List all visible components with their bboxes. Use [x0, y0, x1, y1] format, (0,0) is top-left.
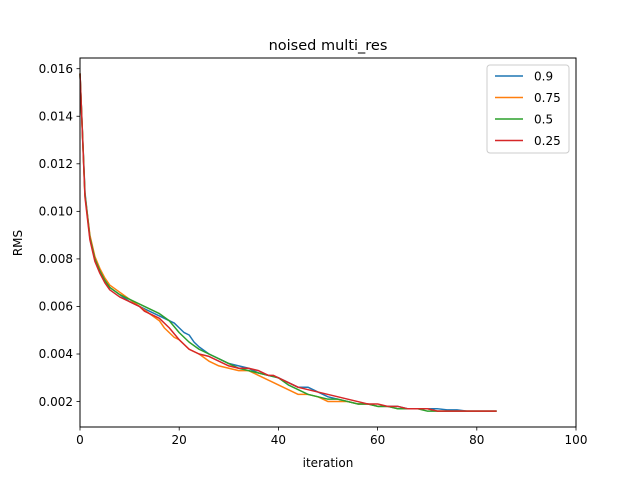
legend-label-3: 0.25: [534, 134, 561, 148]
x-tick-label: 0: [76, 433, 84, 447]
series-line-3: [79, 73, 497, 412]
legend-box: [486, 64, 570, 154]
chart-title: noised multi_res: [269, 38, 388, 54]
x-tick-label: 100: [565, 433, 588, 447]
y-axis-ticks: 0.002 0.004 0.006 0.008 0.010 0.012 0.014 0.016: [39, 62, 80, 409]
y-tick-label: 0.008: [39, 252, 73, 266]
y-axis-label: RMS: [11, 230, 25, 256]
y-tick-label: 0.006: [39, 300, 73, 314]
y-tick-label: 0.016: [39, 62, 73, 76]
x-axis-label: iteration: [303, 456, 354, 470]
legend-label-0: 0.9: [534, 70, 553, 84]
x-tick-label: 60: [370, 433, 385, 447]
y-tick-label: 0.014: [39, 109, 73, 123]
y-tick-label: 0.010: [39, 205, 73, 219]
x-tick-label: 80: [469, 433, 484, 447]
y-tick-label: 0.012: [39, 157, 73, 171]
plot-area-frame: [79, 57, 577, 428]
x-tick-label: 40: [271, 433, 286, 447]
legend: 0.9 0.75 0.5 0.25: [486, 64, 570, 154]
legend-label-1: 0.75: [534, 91, 561, 105]
plot-lines: [79, 73, 497, 412]
series-line-2: [79, 73, 497, 412]
x-tick-label: 20: [172, 433, 187, 447]
y-tick-label: 0.002: [39, 395, 73, 409]
legend-label-2: 0.5: [534, 113, 553, 127]
x-axis-ticks: 0 20 40 60 80 100: [76, 427, 587, 447]
y-tick-label: 0.004: [39, 347, 73, 361]
